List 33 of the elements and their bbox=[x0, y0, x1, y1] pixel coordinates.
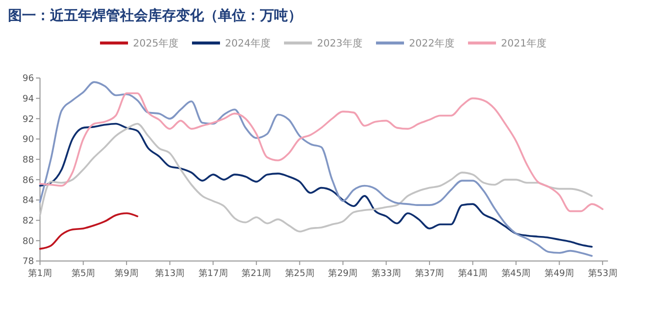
legend-label: 2021年度 bbox=[501, 38, 546, 50]
x-tick-label: 第1周 bbox=[28, 268, 52, 279]
x-tick-label: 第41周 bbox=[458, 268, 488, 279]
x-tick-label: 第29周 bbox=[328, 268, 358, 279]
y-tick-label: 82 bbox=[22, 216, 34, 226]
x-tick-label: 第49周 bbox=[544, 268, 574, 279]
x-tick-label: 第33周 bbox=[371, 268, 401, 279]
x-tick-label: 第21周 bbox=[242, 268, 272, 279]
legend-label: 2023年度 bbox=[317, 38, 362, 50]
x-tick-label: 第9周 bbox=[114, 268, 138, 279]
line-series bbox=[39, 81, 593, 257]
y-tick-label: 80 bbox=[22, 236, 34, 247]
x-tick-label: 第5周 bbox=[71, 268, 96, 279]
x-tick-label: 第45周 bbox=[501, 268, 531, 279]
x-tick-label: 第37周 bbox=[414, 268, 444, 279]
y-tick-label: 84 bbox=[22, 196, 34, 206]
legend-label: 2025年度 bbox=[133, 38, 178, 50]
x-tick-label: 第17周 bbox=[198, 268, 228, 279]
line-series bbox=[39, 92, 604, 212]
x-tick-label: 第53周 bbox=[588, 268, 618, 279]
y-tick-label: 86 bbox=[22, 176, 34, 186]
y-tick-label: 78 bbox=[22, 257, 34, 268]
x-tick-label: 第25周 bbox=[284, 268, 314, 279]
chart-title: 图一：近五年焊管社会库存变化（单位：万吨） bbox=[8, 7, 302, 24]
legend-label: 2022年度 bbox=[409, 38, 454, 50]
y-tick-label: 92 bbox=[22, 114, 34, 125]
line-series bbox=[39, 212, 138, 250]
y-tick-label: 88 bbox=[22, 155, 34, 166]
y-tick-label: 94 bbox=[22, 94, 34, 104]
y-tick-label: 90 bbox=[22, 135, 34, 146]
x-tick-label: 第13周 bbox=[155, 268, 185, 279]
legend-label: 2024年度 bbox=[225, 38, 270, 50]
y-tick-label: 96 bbox=[22, 74, 34, 84]
